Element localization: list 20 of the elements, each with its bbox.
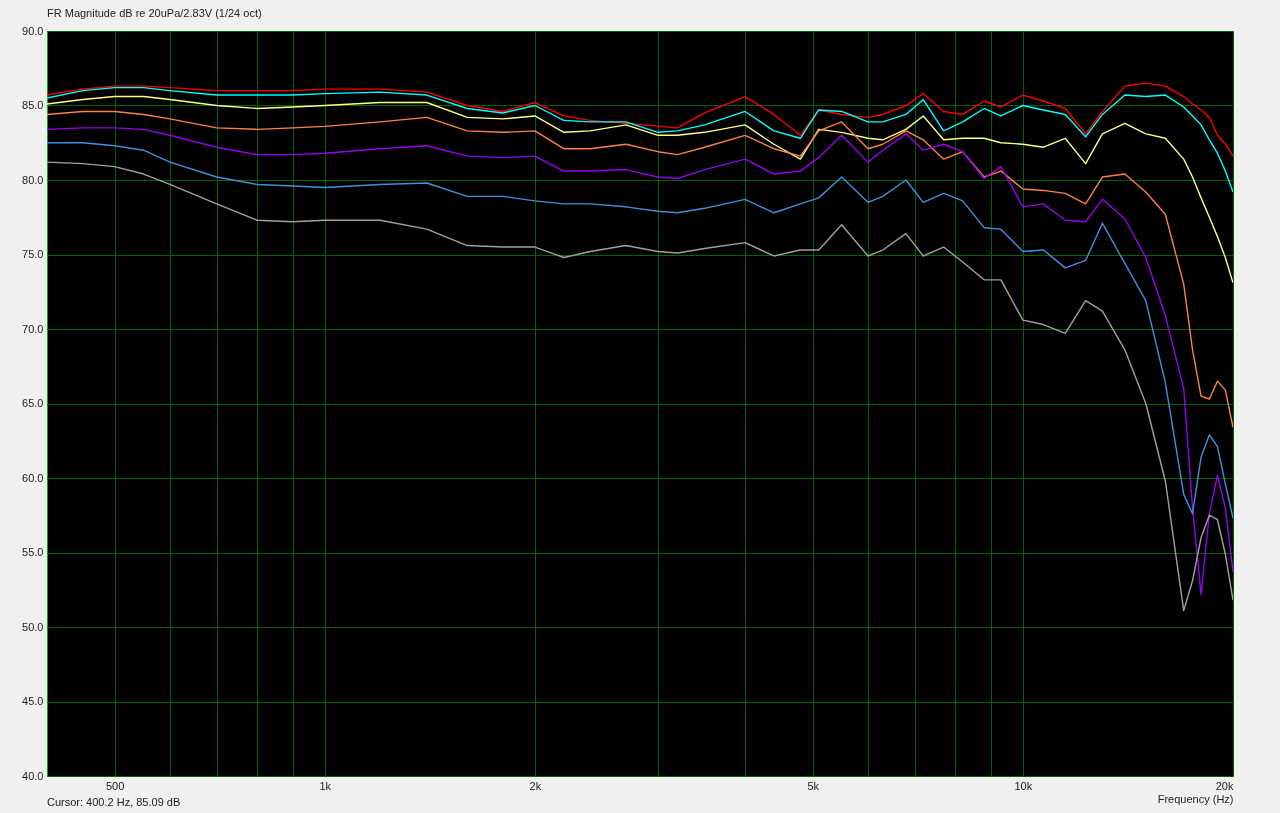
- y-tick-label: 40.0: [22, 769, 44, 782]
- x-tick-label: 5k: [807, 779, 820, 792]
- y-tick-label: 45.0: [22, 695, 44, 707]
- x-tick-label: 10k: [1014, 779, 1033, 792]
- y-tick-label: 70.0: [22, 322, 44, 335]
- y-tick-label: 75.0: [22, 248, 44, 260]
- y-tick-label: 90.0: [22, 24, 44, 37]
- x-tick-label: 1k: [319, 779, 332, 792]
- x-tick-label: 500: [105, 779, 125, 792]
- y-tick-label: 65.0: [22, 397, 44, 409]
- y-tick-label: 55.0: [22, 546, 44, 558]
- y-tick-label: 60.0: [22, 471, 44, 484]
- y-tick-label: 80.0: [22, 173, 44, 186]
- chart-title: FR Magnitude dB re 20uPa/2.83V (1/24 oct): [47, 7, 262, 19]
- x-tick-label: 20k: [1215, 779, 1234, 792]
- y-tick-label: 50.0: [22, 620, 44, 633]
- x-axis-title: Frequency (Hz): [1157, 792, 1234, 805]
- y-tick-label: 85.0: [22, 99, 44, 111]
- text: Cursor: 400.2 Hz, 85.09 dB: [47, 796, 181, 808]
- x-tick-label: 2k: [529, 779, 542, 792]
